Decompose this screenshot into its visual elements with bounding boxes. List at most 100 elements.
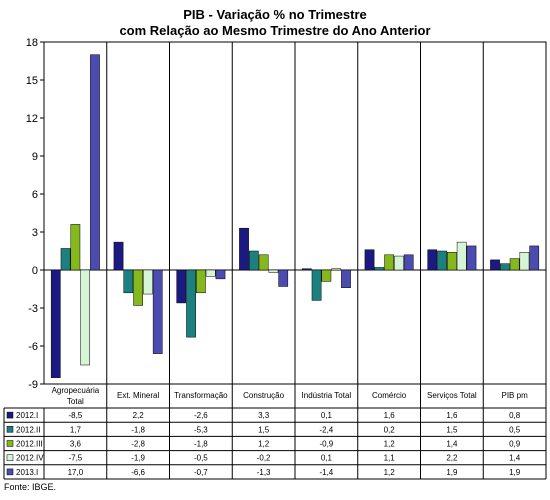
table-cell-value: 17,0 xyxy=(68,468,84,477)
table-cell-value: 1,2 xyxy=(384,468,396,477)
bar-2012-i xyxy=(301,268,312,271)
bar-2013-i xyxy=(341,269,351,288)
bar-2013-i xyxy=(215,269,226,280)
legend-swatch xyxy=(6,468,14,476)
table-cell-value: -6,6 xyxy=(131,468,145,477)
bar-2013-i xyxy=(403,254,414,271)
y-tick-label: 12 xyxy=(26,113,38,125)
bar-2012-ii xyxy=(437,250,447,271)
table-cell-value: -2,6 xyxy=(194,411,208,420)
table-cell-value: -1,3 xyxy=(257,468,271,477)
table-cell-value: 3,3 xyxy=(258,411,270,420)
bar-2012-i xyxy=(364,249,375,271)
bar-2012-iii xyxy=(70,224,81,271)
table-cell-value: 3,6 xyxy=(70,440,82,449)
table-cell-value: 1,1 xyxy=(384,454,396,463)
table-cell-value: 1,2 xyxy=(258,440,270,449)
table-cell-value: -8,5 xyxy=(68,411,82,420)
bar-2013-i xyxy=(278,269,289,287)
chart-title: PIB - Variação % no Trimestre xyxy=(183,7,367,22)
table-cell-value: -0,5 xyxy=(194,454,208,463)
chart-title-block: PIB - Variação % no Trimestre com Relaçã… xyxy=(0,7,550,39)
category-label: Ext. Mineral xyxy=(117,391,159,400)
bar-2013-i xyxy=(152,269,163,354)
category-label: Serviços Total xyxy=(427,391,477,400)
table-cell-value: -0,9 xyxy=(319,440,333,449)
bar-2012-iv xyxy=(394,255,404,271)
bar-2012-iv xyxy=(205,269,216,277)
bar-2012-iii xyxy=(509,258,520,271)
bar-2012-iii xyxy=(384,254,394,271)
y-tick-label: 3 xyxy=(32,227,38,239)
table-cell-value: 1,4 xyxy=(446,440,458,449)
y-tick-label: 0 xyxy=(32,265,38,277)
bar-2012-iv xyxy=(268,269,279,273)
legend-label: 2012.I xyxy=(16,411,38,420)
legend-label: 2012.II xyxy=(16,425,40,434)
table-cell-value: -2,4 xyxy=(319,425,333,434)
table-cell-value: 0,5 xyxy=(509,425,521,434)
bar-2012-i xyxy=(427,249,438,271)
bar-2013-i xyxy=(529,245,540,271)
bar-2012-i xyxy=(50,269,61,378)
bar-2012-ii xyxy=(123,269,134,294)
y-tick-label: 15 xyxy=(26,75,38,87)
bar-2012-ii xyxy=(311,269,322,301)
table-cell-value: 2,2 xyxy=(446,454,458,463)
legend-label: 2012.IV xyxy=(16,454,44,463)
table-cell-value: 1,9 xyxy=(509,468,521,477)
bar-2012-i xyxy=(490,259,500,271)
table-cell-value: -1,8 xyxy=(194,440,208,449)
chart-subtitle: com Relação ao Mesmo Trimestre do Ano An… xyxy=(119,23,431,38)
category-label: Comércio xyxy=(372,391,407,400)
y-tick-label: 9 xyxy=(32,151,38,163)
legend-swatch xyxy=(6,440,14,447)
table-cell-value: 1,9 xyxy=(446,468,458,477)
table-cell-value: -5,3 xyxy=(194,425,208,434)
legend-label: 2013.I xyxy=(16,468,38,477)
bar-2012-iii xyxy=(258,254,269,271)
bar-2012-iv xyxy=(519,252,530,271)
bar-2013-i xyxy=(466,245,477,271)
category-label: Transformação xyxy=(174,391,228,400)
legend-swatch xyxy=(6,454,14,461)
table-cell-value: -2,8 xyxy=(131,440,145,449)
bar-2012-iv xyxy=(456,241,467,271)
table-cell-value: 2,2 xyxy=(133,411,145,420)
source-note: Fonte: IBGE. xyxy=(4,482,57,492)
legend-label: 2012.III xyxy=(16,440,43,449)
legend-swatch xyxy=(6,426,14,433)
bar-2012-ii xyxy=(374,267,385,271)
bar-2013-i xyxy=(90,54,100,271)
bar-2012-ii xyxy=(186,269,196,338)
table-cell-value: 0,8 xyxy=(509,411,521,420)
y-tick-label: -6 xyxy=(28,341,38,353)
table-cell-value: -7,5 xyxy=(68,454,82,463)
legend-swatch xyxy=(6,411,14,419)
category-label: Construção xyxy=(243,391,284,400)
table-cell-value: 1,2 xyxy=(384,440,396,449)
bar-2012-iv xyxy=(331,268,342,271)
table-cell-value: 1,5 xyxy=(446,425,458,434)
bar-2012-ii xyxy=(499,263,510,271)
category-label: Indústria Total xyxy=(302,391,352,400)
table-cell-value: -1,9 xyxy=(131,454,145,463)
table-cell-value: 0,1 xyxy=(321,454,333,463)
table-cell-value: 0,1 xyxy=(321,411,333,420)
bar-2012-ii xyxy=(60,248,71,271)
y-tick-label: -9 xyxy=(28,379,38,391)
y-tick-label: 6 xyxy=(32,189,38,201)
table-cell-value: -0,7 xyxy=(194,468,208,477)
table-cell-value: 0,9 xyxy=(509,440,521,449)
table-cell-value: 1,7 xyxy=(70,425,82,434)
bar-2012-iii xyxy=(133,269,143,306)
bar-2012-i xyxy=(176,269,187,304)
bar-2012-ii xyxy=(248,250,259,271)
table-cell-value: -1,8 xyxy=(131,425,145,434)
table-cell-value: 1,5 xyxy=(258,425,270,434)
table-cell-value: 1,6 xyxy=(446,411,458,420)
category-label: PIB pm xyxy=(502,391,529,400)
bar-2012-iii xyxy=(447,252,457,271)
bar-2012-i xyxy=(239,227,249,271)
